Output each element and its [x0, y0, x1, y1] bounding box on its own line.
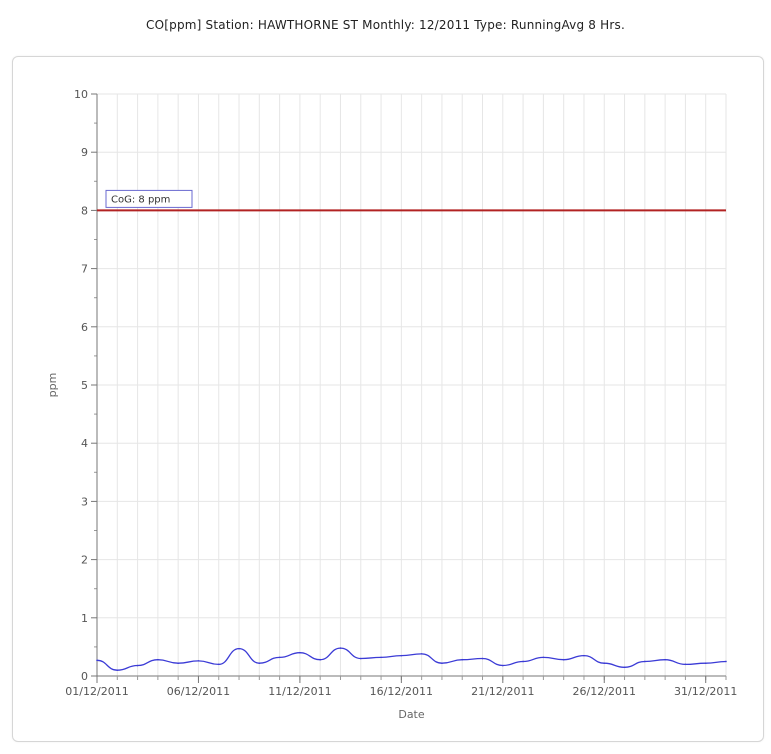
x-tick-label: 01/12/2011 — [65, 685, 128, 698]
data-point — [136, 664, 139, 667]
y-tick-label: 7 — [81, 263, 88, 276]
data-point — [644, 660, 646, 663]
chart-title: CO[ppm] Station: HAWTHORNE ST Monthly: 1… — [146, 18, 625, 32]
data-point — [441, 662, 443, 664]
x-axis-title: Date — [398, 708, 425, 721]
x-tick-label: 06/12/2011 — [167, 685, 230, 698]
y-tick-label: 0 — [81, 670, 88, 683]
data-point — [704, 662, 707, 664]
x-tick-label: 31/12/2011 — [674, 685, 737, 698]
y-tick-label: 8 — [81, 204, 88, 217]
data-point — [481, 657, 484, 660]
data-point — [238, 647, 240, 650]
y-tick-label: 4 — [81, 437, 88, 450]
reference-label: CoG: 8 ppm — [111, 194, 170, 205]
data-point — [96, 659, 98, 662]
x-tick-label: 26/12/2011 — [573, 685, 636, 698]
data-point — [725, 660, 727, 663]
series-line — [96, 647, 727, 671]
data-point — [461, 658, 464, 661]
y-tick-label: 1 — [81, 612, 88, 625]
data-point — [562, 658, 565, 661]
data-point — [380, 656, 382, 659]
data-point — [400, 654, 403, 657]
data-point — [217, 663, 220, 666]
data-point — [258, 662, 261, 664]
data-point — [420, 653, 423, 655]
x-tick-label: 11/12/2011 — [268, 685, 331, 698]
data-point — [116, 669, 119, 671]
series-group — [96, 647, 727, 671]
data-point — [278, 656, 281, 659]
data-point — [502, 664, 504, 667]
data-point — [684, 663, 687, 666]
x-tick-label: 21/12/2011 — [471, 685, 534, 698]
data-point — [339, 647, 342, 649]
y-tick-label: 3 — [81, 495, 88, 508]
data-point — [623, 666, 626, 669]
data-point — [157, 658, 159, 661]
data-point — [542, 656, 545, 659]
data-point — [603, 662, 606, 664]
reference-label-box — [105, 189, 193, 208]
y-tick-label: 9 — [81, 146, 88, 159]
reference-line-group: CoG: 8 ppm — [97, 189, 726, 212]
axes: 0 1 2 3 4 5 6 7 8 9 10 01/12/2011 06/12/2011 11/12/20… — [65, 88, 737, 698]
data-point — [359, 657, 362, 660]
data-point — [319, 658, 321, 661]
y-tick-label: 2 — [81, 554, 88, 567]
grid-lines — [96, 93, 727, 677]
x-tick-label: 16/12/2011 — [370, 685, 433, 698]
y-tick-label: 10 — [74, 88, 88, 101]
data-point — [583, 654, 585, 657]
y-tick-label: 5 — [81, 379, 88, 392]
data-point — [522, 660, 524, 663]
y-tick-label: 6 — [81, 321, 88, 334]
data-point — [177, 662, 179, 664]
data-point — [299, 651, 301, 654]
data-point — [197, 660, 200, 662]
data-point — [664, 658, 666, 661]
y-axis-title: ppm — [46, 373, 59, 398]
